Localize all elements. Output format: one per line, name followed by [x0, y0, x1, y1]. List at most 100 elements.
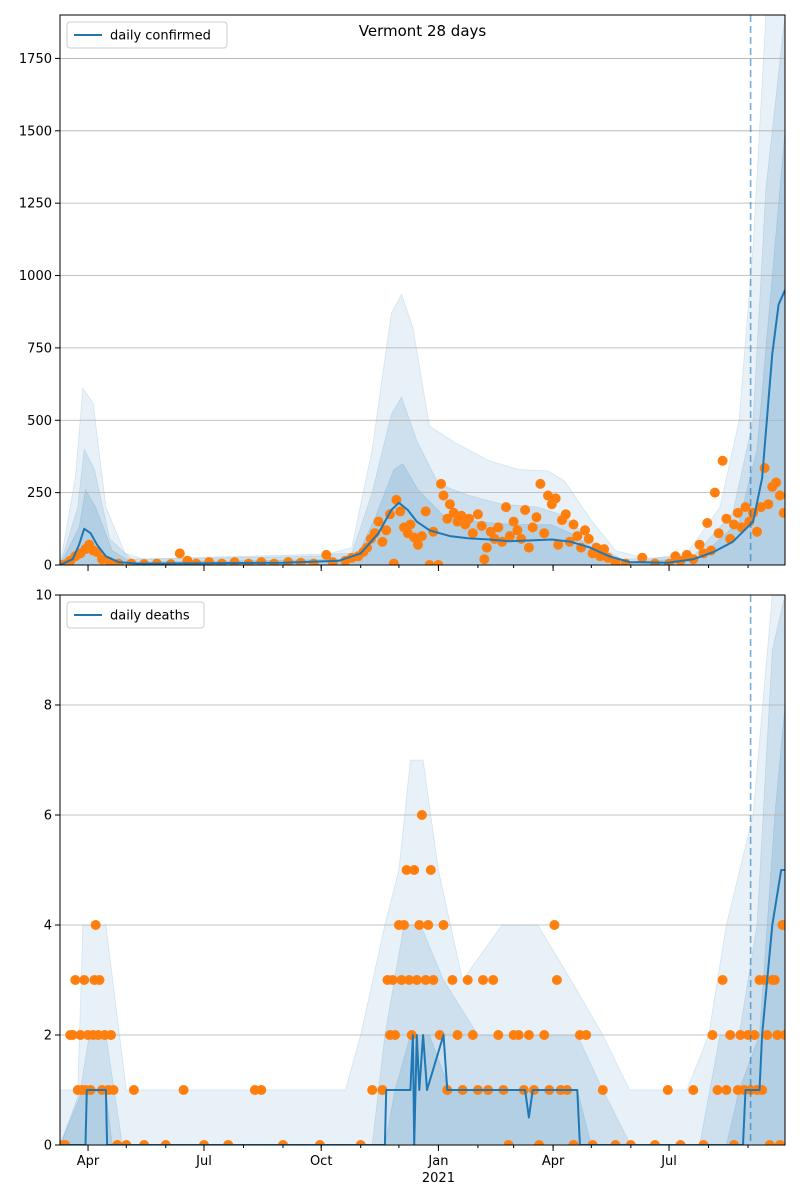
confirmed-data-point — [763, 499, 774, 510]
deaths-data-point — [549, 920, 560, 930]
deaths-data-point — [452, 1030, 463, 1040]
confirmed-y-ticks: 0 250 500 750 1000 1250 1500 1750 — [19, 52, 60, 574]
deaths-data-point — [503, 1140, 514, 1145]
confirmed-data-point — [481, 542, 492, 553]
confirmed-data-point — [512, 525, 523, 536]
deaths-data-point — [493, 1030, 504, 1040]
deaths-data-point — [675, 1140, 686, 1145]
deaths-data-point — [467, 1030, 478, 1040]
confirmed-data-point — [464, 513, 474, 524]
deaths-data-point — [769, 975, 780, 985]
deaths-data-point — [160, 1140, 171, 1145]
confirmed-data-point — [388, 558, 399, 565]
deaths-y-tick-label: 4 — [44, 919, 52, 934]
deaths-data-point — [729, 1140, 739, 1145]
deaths-data-point — [725, 1030, 736, 1040]
deaths-data-point — [478, 975, 488, 985]
confirmed-data-point — [702, 518, 713, 528]
confirmed-data-point — [560, 509, 571, 520]
deaths-data-point — [721, 1085, 732, 1095]
confirmed-data-point — [479, 554, 490, 565]
deaths-data-point — [707, 1030, 718, 1040]
deaths-data-point — [462, 975, 473, 985]
confirmed-data-point — [444, 499, 455, 510]
x-axis-year-label: 2021 — [422, 1171, 455, 1186]
confirmed-y-tick-label: 250 — [27, 486, 52, 501]
confirmed-data-point — [583, 533, 594, 544]
deaths-data-point — [128, 1085, 139, 1095]
confirmed-data-point — [381, 525, 392, 536]
confirmed-data-point — [755, 502, 766, 513]
confirmed-data-point — [771, 477, 782, 488]
deaths-data-point — [256, 1085, 267, 1095]
x-tick-label: Jul — [195, 1154, 212, 1169]
confirmed-data-point — [420, 506, 431, 517]
confirmed-data-point — [476, 520, 487, 531]
deaths-data-point — [777, 920, 785, 930]
deaths-data-point — [404, 975, 415, 985]
confirmed-band-inner — [60, 130, 785, 565]
deaths-data-point — [396, 975, 407, 985]
deaths-data-point — [314, 1140, 325, 1145]
confirmed-data-point — [472, 509, 483, 520]
deaths-data-point — [79, 975, 90, 985]
confirmed-data-point — [97, 554, 107, 565]
confirmed-data-point — [504, 531, 515, 542]
deaths-data-point — [414, 920, 425, 930]
confirmed-data-point — [456, 510, 467, 521]
deaths-data-point — [610, 1140, 621, 1145]
deaths-y-ticks: 0 2 4 6 8 10 — [35, 589, 60, 1154]
confirmed-data-point — [520, 505, 531, 515]
deaths-data-point — [178, 1085, 189, 1095]
deaths-legend: daily deaths — [66, 601, 205, 629]
deaths-series-line — [60, 869, 785, 1145]
confirmed-series-line — [60, 289, 785, 565]
deaths-data-point — [406, 1030, 417, 1040]
confirmed-data-point — [774, 490, 785, 501]
deaths-data-point — [416, 810, 427, 820]
confirmed-data-point — [759, 463, 770, 473]
deaths-data-point — [70, 975, 81, 985]
confirmed-data-point — [729, 519, 739, 530]
deaths-data-point — [423, 920, 434, 930]
confirmed-data-point — [405, 519, 416, 530]
confirmed-data-point — [497, 536, 508, 547]
deaths-data-point — [420, 975, 431, 985]
confirmed-data-point — [717, 455, 728, 466]
deaths-data-point — [367, 1085, 378, 1095]
confirmed-data-point — [377, 536, 388, 547]
confirmed-data-point — [416, 531, 427, 542]
deaths-data-point — [106, 1030, 116, 1040]
deaths-data-point — [199, 1140, 209, 1145]
deaths-data-point — [597, 1085, 608, 1095]
confirmed-observed-points — [60, 455, 785, 565]
confirmed-panel: 0 250 500 750 1000 1250 1500 1750 Vermont 28 da… — [19, 14, 786, 574]
deaths-data-point — [568, 1140, 579, 1145]
confirmed-data-point — [713, 528, 724, 539]
deaths-data-point — [60, 1140, 71, 1145]
deaths-data-point — [447, 975, 458, 985]
confirmed-data-point — [778, 507, 785, 518]
deaths-y-tick-label: 10 — [35, 589, 52, 604]
confirmed-y-tick-label: 1750 — [19, 52, 52, 67]
confirmed-line-layer — [60, 289, 785, 565]
deaths-data-point — [650, 1140, 660, 1145]
confirmed-y-tick-label: 1250 — [19, 197, 52, 212]
chart-title: Vermont 28 days — [359, 22, 487, 40]
deaths-legend-box — [66, 601, 205, 629]
deaths-data-point — [278, 1140, 288, 1145]
confirmed-data-point — [553, 539, 564, 550]
deaths-data-point — [355, 1140, 366, 1145]
deaths-data-point — [411, 975, 422, 985]
deaths-data-point — [587, 1140, 598, 1145]
confirmed-data-point — [572, 531, 583, 542]
deaths-data-point — [772, 1030, 783, 1040]
deaths-data-point — [94, 975, 105, 985]
deaths-data-point — [780, 1030, 785, 1040]
confirmed-data-point — [535, 478, 546, 489]
confirmed-data-point — [467, 528, 478, 539]
confirmed-y-tick-label: 0 — [44, 559, 52, 574]
deaths-data-point — [625, 1140, 636, 1145]
